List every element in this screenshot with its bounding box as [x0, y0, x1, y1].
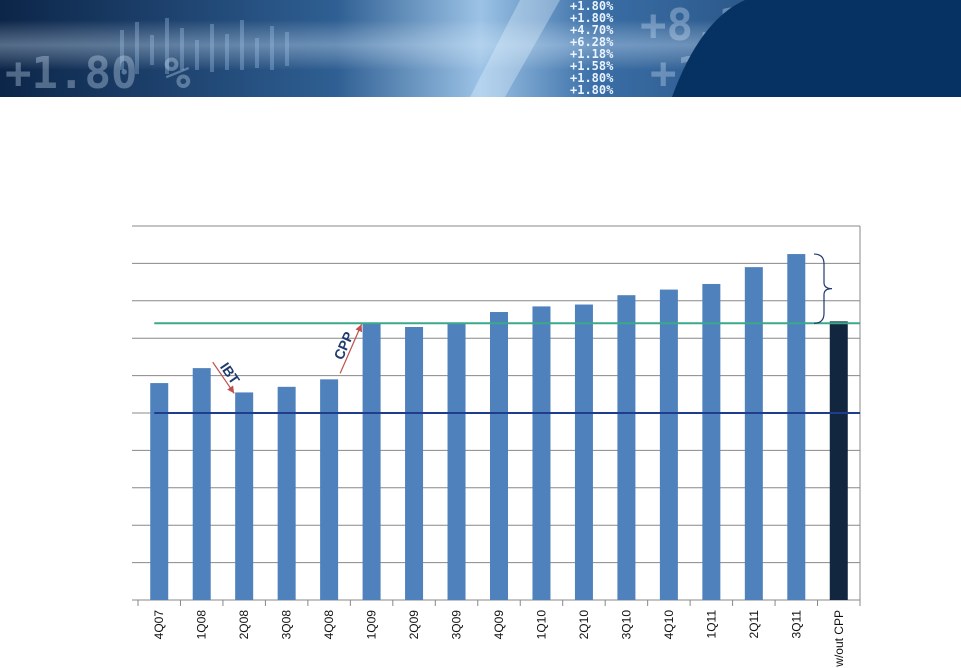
- ticker-line: +1.80%: [570, 83, 614, 97]
- x-axis-ticks: 4Q07 1Q08 2Q08 3Q08 4Q08 1Q09 2Q09 3Q09 4Q09 1Q10…: [152, 610, 846, 668]
- bar: [702, 283, 721, 600]
- bar: [447, 323, 466, 600]
- bar: [235, 392, 254, 600]
- bar: [532, 306, 551, 600]
- x-tick-label: 3Q10: [619, 610, 633, 640]
- x-tick-label: 1Q08: [195, 610, 209, 640]
- x-tick-label: w/out CPP: [832, 610, 846, 668]
- x-tick-label: 2Q10: [577, 610, 591, 640]
- brace: [813, 253, 833, 324]
- ticker-line: +1.80%: [570, 71, 614, 85]
- banner-big-number: +1.80 %: [5, 48, 191, 97]
- ticker-line: +1.80%: [570, 0, 614, 13]
- bar: [490, 312, 508, 600]
- bar: [744, 267, 763, 600]
- x-tick-label: 2Q09: [407, 610, 421, 640]
- bar: [659, 289, 678, 600]
- bar: [787, 254, 806, 601]
- banner-arc: [672, 0, 961, 97]
- ticker-line: +1.18%: [570, 47, 614, 61]
- bar: [362, 323, 381, 600]
- bar: [829, 321, 848, 600]
- header-banner: +1.80% +1.80% +4.70% +6.28% +1.18% +1.58…: [0, 0, 961, 97]
- x-tick-label: 4Q08: [322, 610, 336, 640]
- x-tick-label: 2Q11: [747, 610, 761, 639]
- x-tick-label: 3Q09: [450, 610, 464, 640]
- x-tick-label: 2Q08: [237, 610, 251, 640]
- bar: [574, 304, 593, 600]
- reference-lines: [154, 322, 860, 414]
- ticker-line: +4.70%: [570, 23, 614, 37]
- annotation-arrow: [212, 361, 235, 394]
- ticker-line: +6.28%: [570, 35, 614, 49]
- x-tick-label: 4Q07: [152, 610, 166, 640]
- annotation-arrow: [339, 323, 363, 374]
- ticker-line: +1.80%: [570, 11, 614, 25]
- banner-graphic: +1.80% +1.80% +4.70% +6.28% +1.18% +1.58…: [0, 0, 961, 97]
- x-tick-label: 4Q10: [662, 610, 676, 640]
- x-tick-label: 1Q11: [704, 610, 718, 639]
- annotation-label: IBT: [217, 359, 243, 387]
- x-tick-label: 1Q09: [365, 610, 379, 640]
- ticker-line: +1.58%: [570, 59, 614, 73]
- bars: [150, 254, 848, 601]
- bar: [192, 368, 211, 600]
- x-tick-label: 1Q10: [534, 610, 548, 640]
- bar: [277, 386, 296, 600]
- bar: [320, 379, 339, 600]
- x-tick-label: 4Q09: [492, 610, 506, 640]
- bar: [405, 326, 424, 600]
- bar: [617, 295, 636, 600]
- x-tick-label: 3Q08: [280, 610, 294, 640]
- bar: [150, 383, 169, 600]
- x-tick-label: 3Q11: [789, 610, 803, 639]
